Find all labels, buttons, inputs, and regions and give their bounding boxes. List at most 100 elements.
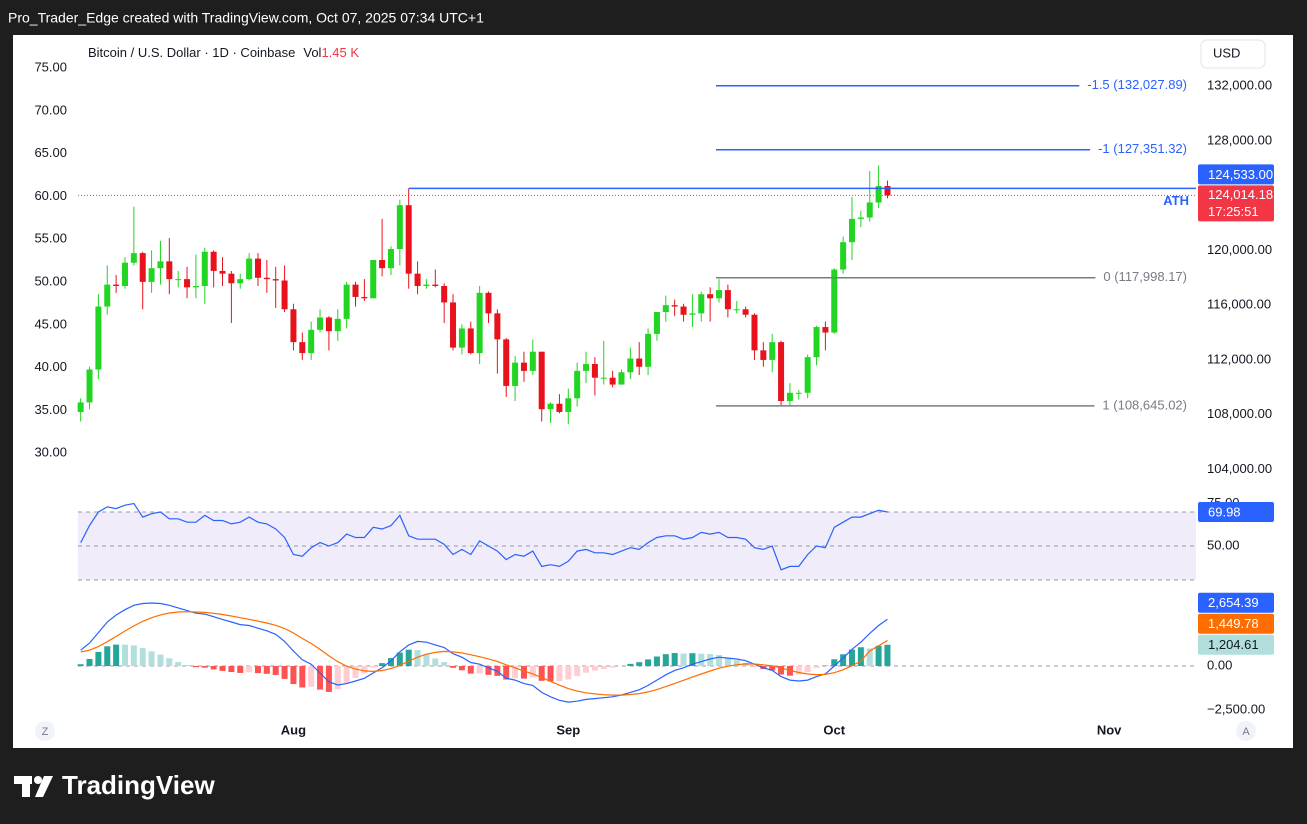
caption: Pro_Trader_Edge created with TradingView… [8,10,484,26]
histogram-bar [139,648,146,667]
candle-body [219,270,226,274]
candle-body [166,261,173,280]
x-tick-label: Sep [556,722,580,737]
candle-body [263,277,270,280]
candle-body [618,372,625,385]
histogram-bar [547,666,554,682]
candle-body [95,306,102,370]
y2-tick-label: 70.00 [34,102,67,117]
histogram-bar [849,649,855,667]
volume-value: 1.45 K [321,45,359,60]
histogram-bar [405,649,412,667]
x-tick-label: Oct [823,722,845,737]
y2-tick-label: 65.00 [34,145,67,160]
histogram-bar [600,666,607,669]
y-tick-label: 116,000.00 [1207,297,1271,312]
y2-tick-label: 75.00 [34,60,67,75]
zoom-button[interactable] [35,721,55,741]
candle-body [600,377,607,379]
histogram-bar [272,666,279,676]
histogram-bar [157,654,164,667]
currency-button[interactable] [1200,39,1266,69]
histogram-bar [769,666,776,671]
histogram-bar [662,654,669,667]
histogram-bar [698,653,705,667]
candle-body [529,351,536,371]
logo-part [34,776,42,784]
histogram-bar [121,644,128,667]
candle-body [538,351,545,410]
candle-body [512,362,519,386]
current-price: 124,014.18 [1208,187,1273,202]
histogram-bar [184,664,191,667]
histogram-bar [636,662,643,667]
histogram-bar [387,658,394,667]
histogram-bar [645,659,652,667]
histogram-bar [467,666,474,674]
histogram-bar [423,654,430,667]
histogram-bar [450,666,457,668]
histogram-bar [290,666,297,685]
candle-body [778,342,785,401]
candle-body [157,261,164,269]
candle-body [884,186,891,196]
chart-legend: Bitcoin / U.S. Dollar · 1D · Coinbase Vol… [88,45,359,60]
candle-body [707,294,714,299]
candle-body [281,280,288,310]
histogram-bar [219,666,226,671]
price-box [1198,185,1274,222]
candle-body [742,309,749,315]
candle-body [370,259,377,299]
candle-body [485,292,492,314]
candle-body [520,362,527,371]
candle-body [299,342,306,354]
candle-body [857,217,864,219]
fib-label: 1 (108,645.02) [1102,397,1187,412]
candle-body [653,312,660,334]
candle-body [849,218,855,243]
brand-name: TradingView [62,770,215,800]
histogram-bar [254,666,261,674]
fib-label: -1.5 (132,027.89) [1087,77,1187,92]
histogram-bar [591,666,598,671]
y2-tick-label: 35.00 [34,402,67,417]
candle-body [325,317,332,332]
histogram-bar [317,666,324,690]
candle-body [254,258,261,278]
histogram-bar [95,651,102,667]
ath-label: ATH [1163,193,1189,208]
candle-body [609,377,616,385]
histogram-bar [104,646,111,667]
histogram-bar [113,644,120,667]
candle-body [769,342,776,360]
y-tick-label: 50.00 [1207,537,1240,552]
candle-body [760,350,767,360]
candle-body [583,364,590,371]
histogram-bar [432,658,439,667]
histogram-bar [237,666,244,673]
histogram-bar [352,666,359,678]
histogram-bar [831,659,838,667]
symbol-title: Bitcoin / U.S. Dollar · 1D · Coinbase [88,45,295,60]
histogram-value: 1,204.61 [1208,637,1259,652]
histogram-bar [228,666,235,673]
candle-body [547,403,554,410]
histogram-bar [653,656,660,667]
histogram-bar [175,661,182,667]
auto-button[interactable] [1236,721,1256,741]
candle-body [822,327,829,333]
y-tick-label: 128,000.00 [1207,132,1272,147]
y-tick-label: 120,000.00 [1207,242,1272,257]
candle-body [272,279,279,281]
candle-body [121,262,128,286]
candle-body [317,317,324,330]
chart-panel [13,35,1293,748]
histogram-bar [804,666,811,673]
histogram-bar [130,645,137,667]
histogram-bar [707,654,714,667]
candle-body [113,284,120,286]
x-tick-label: Aug [281,722,306,737]
candle-body [458,328,465,348]
candle-body [308,329,315,354]
histogram-bar [308,666,315,687]
